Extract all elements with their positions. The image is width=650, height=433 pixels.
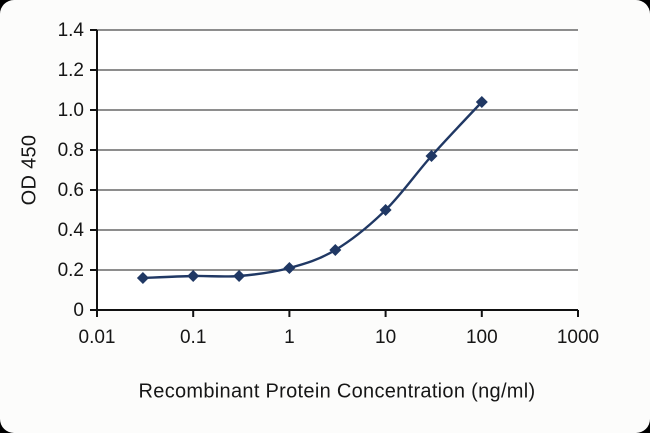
y-axis-title: OD 450 [18,134,41,206]
y-tick-label: 1.2 [58,60,84,81]
y-tick-label: 0.8 [58,140,84,161]
y-tick-label: 0.4 [58,220,85,241]
y-tick-label: 0.2 [58,260,84,281]
y-tick-label: 0 [73,300,84,321]
data-point-diamond [475,96,488,108]
plot-area [97,30,578,310]
x-tick-label: 100 [466,327,498,348]
data-point-diamond [425,150,438,162]
x-axis-title: Recombinant Protein Concentration (ng/ml… [138,380,536,403]
data-point-diamond [187,270,200,282]
y-tick-label: 1.4 [58,20,85,41]
y-tick-label: 1.0 [58,100,84,121]
data-point-diamond [283,262,296,274]
data-point-diamond [379,204,392,216]
x-tick-label: 10 [375,327,396,348]
y-tick-label: 0.6 [58,180,84,201]
x-tick-label: 1 [284,327,295,348]
x-tick-label: 0.01 [79,327,116,348]
x-tick-label: 0.1 [180,327,206,348]
data-point-diamond [329,244,342,256]
x-tick-label: 1000 [557,327,599,348]
data-point-diamond [233,270,246,282]
data-point-diamond [136,272,149,284]
